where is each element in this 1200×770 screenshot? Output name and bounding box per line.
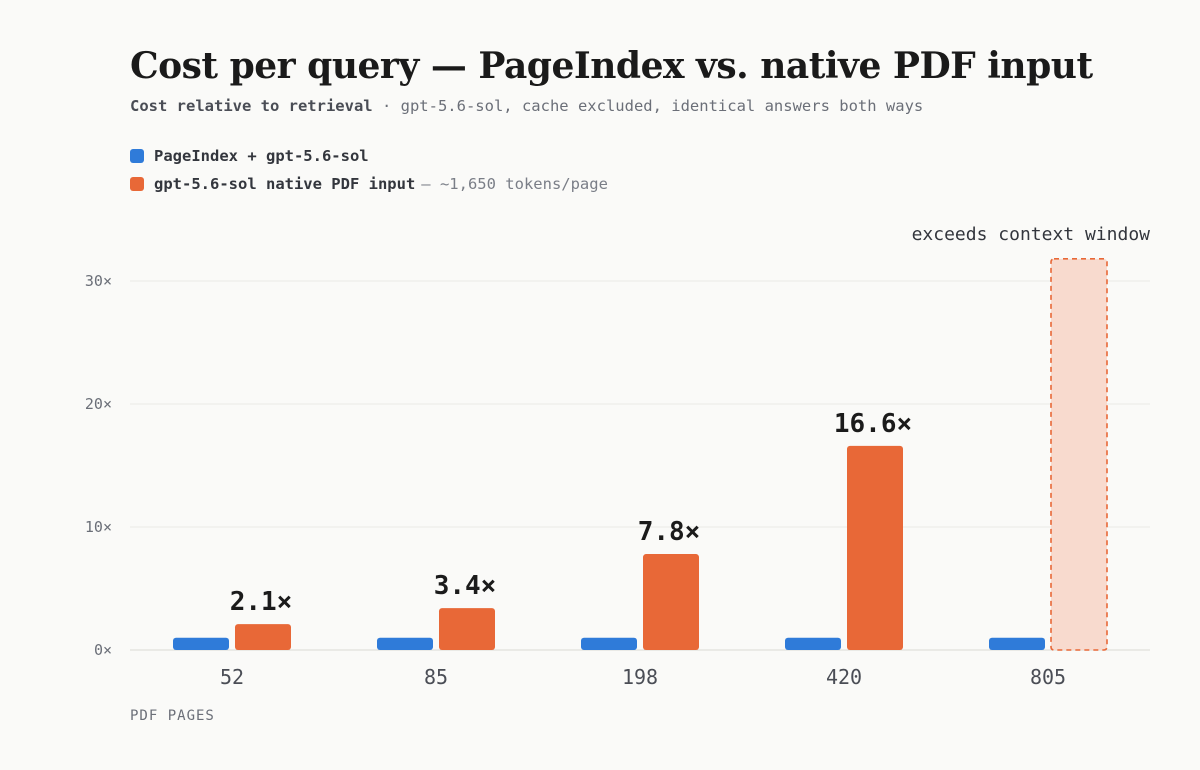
x-tick-label: 805: [1030, 665, 1066, 689]
y-tick-label: 10×: [85, 518, 112, 536]
legend-swatch-pageindex: [130, 149, 144, 163]
bar-pageindex: [377, 637, 433, 650]
bar-pageindex: [581, 637, 637, 650]
bar-pageindex: [173, 637, 229, 650]
x-axis-label: PDF PAGES: [130, 708, 215, 724]
legend-item-native: gpt-5.6-sol native PDF input — ~1,650 to…: [130, 170, 608, 198]
legend-label-pageindex: PageIndex + gpt-5.6-sol: [154, 147, 369, 165]
bar-native: [847, 445, 903, 650]
chart-subtitle: Cost relative to retrieval · gpt-5.6-sol…: [130, 95, 923, 117]
legend-note-native: — ~1,650 tokens/page: [421, 175, 608, 193]
x-tick-label: 420: [826, 665, 862, 689]
overflow-annotation: exceeds context window: [912, 224, 1151, 245]
data-label: 16.6×: [834, 409, 912, 439]
x-tick-label: 198: [622, 665, 658, 689]
data-label: 2.1×: [230, 587, 293, 617]
bar-native: [439, 608, 495, 650]
bar-native-overflow: [1050, 258, 1108, 651]
chart-title: Cost per query — PageIndex vs. native PD…: [130, 45, 1093, 87]
bar-pageindex: [989, 637, 1045, 650]
subtitle-detail: · gpt-5.6-sol, cache excluded, identical…: [381, 97, 924, 115]
legend-label-native: gpt-5.6-sol native PDF input: [154, 175, 416, 193]
bar-native: [643, 554, 699, 650]
legend: PageIndex + gpt-5.6-sol gpt-5.6-sol nati…: [130, 142, 608, 198]
y-tick-label: 20×: [85, 395, 112, 413]
subtitle-emphasis: Cost relative to retrieval: [130, 97, 373, 115]
y-tick-label: 0×: [94, 641, 112, 659]
x-tick-label: 85: [424, 665, 448, 689]
legend-item-pageindex: PageIndex + gpt-5.6-sol: [130, 142, 608, 170]
y-tick-label: 30×: [85, 272, 112, 290]
data-label: 3.4×: [434, 571, 497, 601]
bar-native: [235, 624, 291, 650]
bar-pageindex: [785, 637, 841, 650]
data-label: 7.8×: [638, 517, 701, 547]
legend-swatch-native: [130, 177, 144, 191]
x-tick-label: 52: [220, 665, 244, 689]
